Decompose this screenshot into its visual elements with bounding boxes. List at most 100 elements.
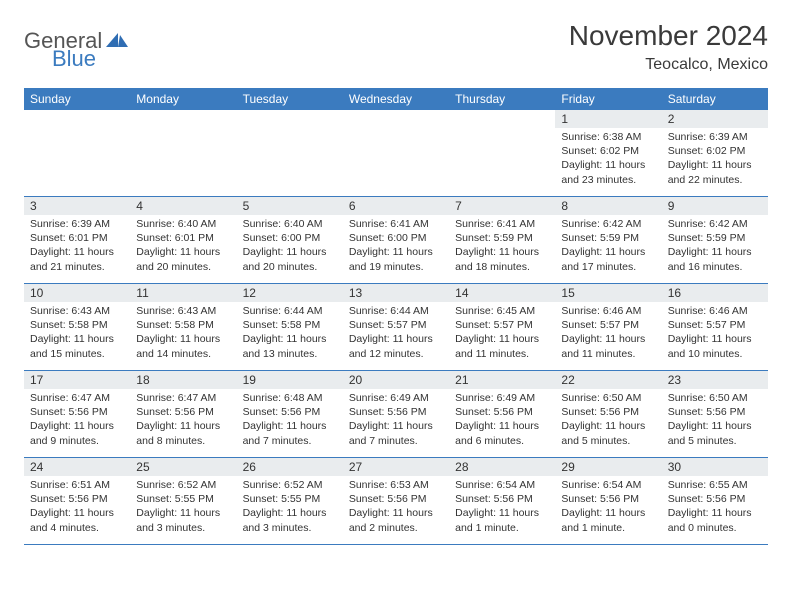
day-number: 2 — [662, 110, 768, 128]
sunrise-text: Sunrise: 6:44 AM — [349, 304, 443, 318]
day-details: Sunrise: 6:42 AMSunset: 5:59 PMDaylight:… — [555, 215, 661, 278]
day-details: Sunrise: 6:51 AMSunset: 5:56 PMDaylight:… — [24, 476, 130, 539]
day-number: 18 — [130, 371, 236, 389]
day-cell — [24, 110, 130, 196]
daylight-text: Daylight: 11 hours and 13 minutes. — [243, 332, 337, 360]
sunrise-text: Sunrise: 6:41 AM — [349, 217, 443, 231]
sunset-text: Sunset: 5:56 PM — [349, 405, 443, 419]
day-cell: 19Sunrise: 6:48 AMSunset: 5:56 PMDayligh… — [237, 371, 343, 457]
day-cell: 15Sunrise: 6:46 AMSunset: 5:57 PMDayligh… — [555, 284, 661, 370]
day-cell — [130, 110, 236, 196]
sunset-text: Sunset: 5:58 PM — [243, 318, 337, 332]
day-details: Sunrise: 6:49 AMSunset: 5:56 PMDaylight:… — [343, 389, 449, 452]
day-details: Sunrise: 6:52 AMSunset: 5:55 PMDaylight:… — [130, 476, 236, 539]
day-cell: 5Sunrise: 6:40 AMSunset: 6:00 PMDaylight… — [237, 197, 343, 283]
day-number: 24 — [24, 458, 130, 476]
day-number: 10 — [24, 284, 130, 302]
daylight-text: Daylight: 11 hours and 17 minutes. — [561, 245, 655, 273]
location: Teocalco, Mexico — [569, 56, 768, 74]
day-cell: 8Sunrise: 6:42 AMSunset: 5:59 PMDaylight… — [555, 197, 661, 283]
day-details: Sunrise: 6:43 AMSunset: 5:58 PMDaylight:… — [130, 302, 236, 365]
day-cell: 28Sunrise: 6:54 AMSunset: 5:56 PMDayligh… — [449, 458, 555, 544]
day-number: 17 — [24, 371, 130, 389]
sunset-text: Sunset: 5:59 PM — [561, 231, 655, 245]
sunset-text: Sunset: 5:56 PM — [455, 405, 549, 419]
day-cell: 18Sunrise: 6:47 AMSunset: 5:56 PMDayligh… — [130, 371, 236, 457]
day-details: Sunrise: 6:47 AMSunset: 5:56 PMDaylight:… — [24, 389, 130, 452]
day-number: 16 — [662, 284, 768, 302]
daylight-text: Daylight: 11 hours and 4 minutes. — [30, 506, 124, 534]
sunrise-text: Sunrise: 6:47 AM — [136, 391, 230, 405]
daylight-text: Daylight: 11 hours and 22 minutes. — [668, 158, 762, 186]
daylight-text: Daylight: 11 hours and 21 minutes. — [30, 245, 124, 273]
sunrise-text: Sunrise: 6:42 AM — [668, 217, 762, 231]
day-details: Sunrise: 6:55 AMSunset: 5:56 PMDaylight:… — [662, 476, 768, 539]
day-number: 29 — [555, 458, 661, 476]
daylight-text: Daylight: 11 hours and 8 minutes. — [136, 419, 230, 447]
weekday-header: Saturday — [662, 88, 768, 110]
daylight-text: Daylight: 11 hours and 16 minutes. — [668, 245, 762, 273]
day-number: 5 — [237, 197, 343, 215]
sunrise-text: Sunrise: 6:42 AM — [561, 217, 655, 231]
sunrise-text: Sunrise: 6:41 AM — [455, 217, 549, 231]
daylight-text: Daylight: 11 hours and 20 minutes. — [136, 245, 230, 273]
day-cell — [343, 110, 449, 196]
week-row: 10Sunrise: 6:43 AMSunset: 5:58 PMDayligh… — [24, 284, 768, 371]
day-number: 20 — [343, 371, 449, 389]
day-details: Sunrise: 6:48 AMSunset: 5:56 PMDaylight:… — [237, 389, 343, 452]
day-number: 12 — [237, 284, 343, 302]
day-cell: 30Sunrise: 6:55 AMSunset: 5:56 PMDayligh… — [662, 458, 768, 544]
sunset-text: Sunset: 5:56 PM — [30, 492, 124, 506]
sunset-text: Sunset: 5:56 PM — [349, 492, 443, 506]
daylight-text: Daylight: 11 hours and 5 minutes. — [668, 419, 762, 447]
day-details: Sunrise: 6:42 AMSunset: 5:59 PMDaylight:… — [662, 215, 768, 278]
sunset-text: Sunset: 6:01 PM — [30, 231, 124, 245]
calendar: Sunday Monday Tuesday Wednesday Thursday… — [24, 88, 768, 545]
day-details: Sunrise: 6:45 AMSunset: 5:57 PMDaylight:… — [449, 302, 555, 365]
day-details: Sunrise: 6:39 AMSunset: 6:02 PMDaylight:… — [662, 128, 768, 191]
sunset-text: Sunset: 5:55 PM — [136, 492, 230, 506]
day-cell: 26Sunrise: 6:52 AMSunset: 5:55 PMDayligh… — [237, 458, 343, 544]
day-details: Sunrise: 6:41 AMSunset: 5:59 PMDaylight:… — [449, 215, 555, 278]
day-cell: 9Sunrise: 6:42 AMSunset: 5:59 PMDaylight… — [662, 197, 768, 283]
sunset-text: Sunset: 5:57 PM — [668, 318, 762, 332]
daylight-text: Daylight: 11 hours and 9 minutes. — [30, 419, 124, 447]
day-cell: 24Sunrise: 6:51 AMSunset: 5:56 PMDayligh… — [24, 458, 130, 544]
sunrise-text: Sunrise: 6:39 AM — [668, 130, 762, 144]
sunrise-text: Sunrise: 6:54 AM — [455, 478, 549, 492]
day-number: 1 — [555, 110, 661, 128]
week-row: 24Sunrise: 6:51 AMSunset: 5:56 PMDayligh… — [24, 458, 768, 545]
daylight-text: Daylight: 11 hours and 15 minutes. — [30, 332, 124, 360]
day-cell: 29Sunrise: 6:54 AMSunset: 5:56 PMDayligh… — [555, 458, 661, 544]
daylight-text: Daylight: 11 hours and 12 minutes. — [349, 332, 443, 360]
day-cell: 4Sunrise: 6:40 AMSunset: 6:01 PMDaylight… — [130, 197, 236, 283]
sunset-text: Sunset: 6:00 PM — [349, 231, 443, 245]
daylight-text: Daylight: 11 hours and 7 minutes. — [243, 419, 337, 447]
daylight-text: Daylight: 11 hours and 7 minutes. — [349, 419, 443, 447]
day-details: Sunrise: 6:46 AMSunset: 5:57 PMDaylight:… — [662, 302, 768, 365]
daylight-text: Daylight: 11 hours and 3 minutes. — [136, 506, 230, 534]
sunrise-text: Sunrise: 6:49 AM — [349, 391, 443, 405]
weekday-header: Wednesday — [343, 88, 449, 110]
sunset-text: Sunset: 5:56 PM — [30, 405, 124, 419]
sunset-text: Sunset: 5:57 PM — [349, 318, 443, 332]
day-number: 23 — [662, 371, 768, 389]
day-details: Sunrise: 6:44 AMSunset: 5:57 PMDaylight:… — [343, 302, 449, 365]
daylight-text: Daylight: 11 hours and 11 minutes. — [561, 332, 655, 360]
sunset-text: Sunset: 5:59 PM — [455, 231, 549, 245]
day-details: Sunrise: 6:44 AMSunset: 5:58 PMDaylight:… — [237, 302, 343, 365]
sunrise-text: Sunrise: 6:55 AM — [668, 478, 762, 492]
sunset-text: Sunset: 5:57 PM — [561, 318, 655, 332]
weekday-header: Monday — [130, 88, 236, 110]
weekday-header: Thursday — [449, 88, 555, 110]
sunrise-text: Sunrise: 6:43 AM — [136, 304, 230, 318]
daylight-text: Daylight: 11 hours and 3 minutes. — [243, 506, 337, 534]
day-details: Sunrise: 6:50 AMSunset: 5:56 PMDaylight:… — [555, 389, 661, 452]
weekday-header: Tuesday — [237, 88, 343, 110]
daylight-text: Daylight: 11 hours and 1 minute. — [561, 506, 655, 534]
sunset-text: Sunset: 5:56 PM — [455, 492, 549, 506]
month-title: November 2024 — [569, 20, 768, 52]
day-details: Sunrise: 6:41 AMSunset: 6:00 PMDaylight:… — [343, 215, 449, 278]
sunset-text: Sunset: 6:02 PM — [668, 144, 762, 158]
day-details: Sunrise: 6:53 AMSunset: 5:56 PMDaylight:… — [343, 476, 449, 539]
